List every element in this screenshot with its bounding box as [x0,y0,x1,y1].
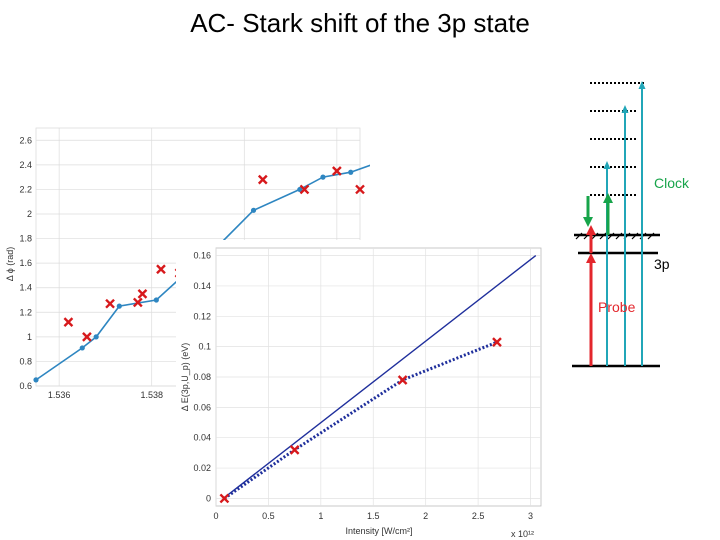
phase-ytick-label: 0.8 [19,356,32,366]
phase-sim-point [93,334,99,340]
phase-ytick-label: 1.8 [19,234,32,244]
clock-label: Clock [654,175,690,191]
probe-arrowhead-upper [586,225,596,235]
phase-exp-marker [132,297,143,308]
stark-xtick-label: 1.5 [367,511,380,521]
phase-sim-point [297,186,303,193]
phase-sim-point [79,345,85,351]
clock-arrowhead-down [583,217,593,227]
stark-ytick-label: 0.04 [193,433,211,443]
energy-level-diagram: Clock 3p Probe [572,81,690,368]
stark-exp-marker [219,493,230,504]
stark-plot-ylabel: Δ E(3p,U_p) (eV) [180,343,190,412]
phase-ytick-label: 1.2 [19,307,32,317]
stark-xtick-label: 0.5 [262,511,275,521]
phase-ytick-label: 2 [27,209,32,219]
stark-xtick-label: 2 [423,511,428,521]
stark-xtick-label: 3 [528,511,533,521]
stark-fit-line [223,340,498,500]
phase-xtick-label: 1.536 [48,390,71,400]
phase-ytick-label: 1.6 [19,258,32,268]
threshold-hatching [575,232,655,240]
phase-ytick-label: 2.2 [19,184,32,194]
stark-ytick-label: 0.16 [193,251,211,261]
phase-ytick-label: 1 [27,332,32,342]
phase-exp-marker [82,332,92,342]
stark-xtick-label: 0 [213,511,218,521]
harmonic-arrowhead-3 [603,161,611,169]
phase-ytick-label: 2.6 [19,135,32,145]
clock-arrowhead-up [603,193,613,203]
phase-exp-marker [355,184,365,195]
stark-exp-marker [397,375,408,385]
harmonic-arrowhead-1 [638,81,646,89]
stark-ytick-label: 0.12 [193,311,211,321]
phase-exp-marker [332,166,342,176]
phase-sim-point [320,174,326,180]
stark-ytick-label: 0 [206,493,211,503]
stark-plot-xlabel: Intensity [W/cm²] [345,526,412,536]
stark-ytick-label: 0.1 [198,342,211,352]
phase-xtick-label: 1.538 [140,390,163,400]
phase-ytick-label: 0.6 [19,381,32,391]
stark-ytick-label: 0.08 [193,372,211,382]
phase-exp-marker [63,317,74,327]
stark-shift-plot: 0 0.02 0.04 0.06 0.08 0.1 0.12 0.14 0.16 0 0.5 1 1.5… [176,240,556,540]
stark-xtick-label: 1 [318,511,323,521]
phase-exp-marker [105,298,115,309]
phase-exp-marker [257,174,268,185]
probe-arrowhead-lower [586,253,596,263]
stark-ytick-label: 0.14 [193,281,211,291]
phase-sim-point [33,377,39,383]
stark-plot-x-multiplier: x 10¹² [511,529,534,539]
phase-sim-line [35,164,370,381]
stark-theory-line [222,255,537,499]
slide-title: AC- Stark shift of the 3p state [190,8,530,38]
probe-label: Probe [598,299,636,315]
stark-exp-marker [492,337,502,347]
phase-ytick-label: 1.4 [19,283,32,293]
level-3p-label: 3p [654,256,670,272]
phase-sim-point [348,169,354,175]
phase-sim-point [116,303,122,309]
phase-exp-marker [299,184,310,195]
stark-ytick-label: 0.06 [193,402,211,412]
stark-ytick-label: 0.02 [193,463,211,473]
phase-sim-point [250,207,257,213]
phase-exp-marker [156,264,166,275]
harmonic-arrowhead-2 [621,105,629,113]
stark-exp-marker [289,444,300,455]
phase-sim-point [153,297,159,303]
phase-exp-marker [137,289,148,299]
phase-plot-ylabel: Δ ϕ (rad) [5,247,15,282]
stark-xtick-label: 2.5 [472,511,485,521]
phase-ytick-label: 2.4 [19,160,32,170]
